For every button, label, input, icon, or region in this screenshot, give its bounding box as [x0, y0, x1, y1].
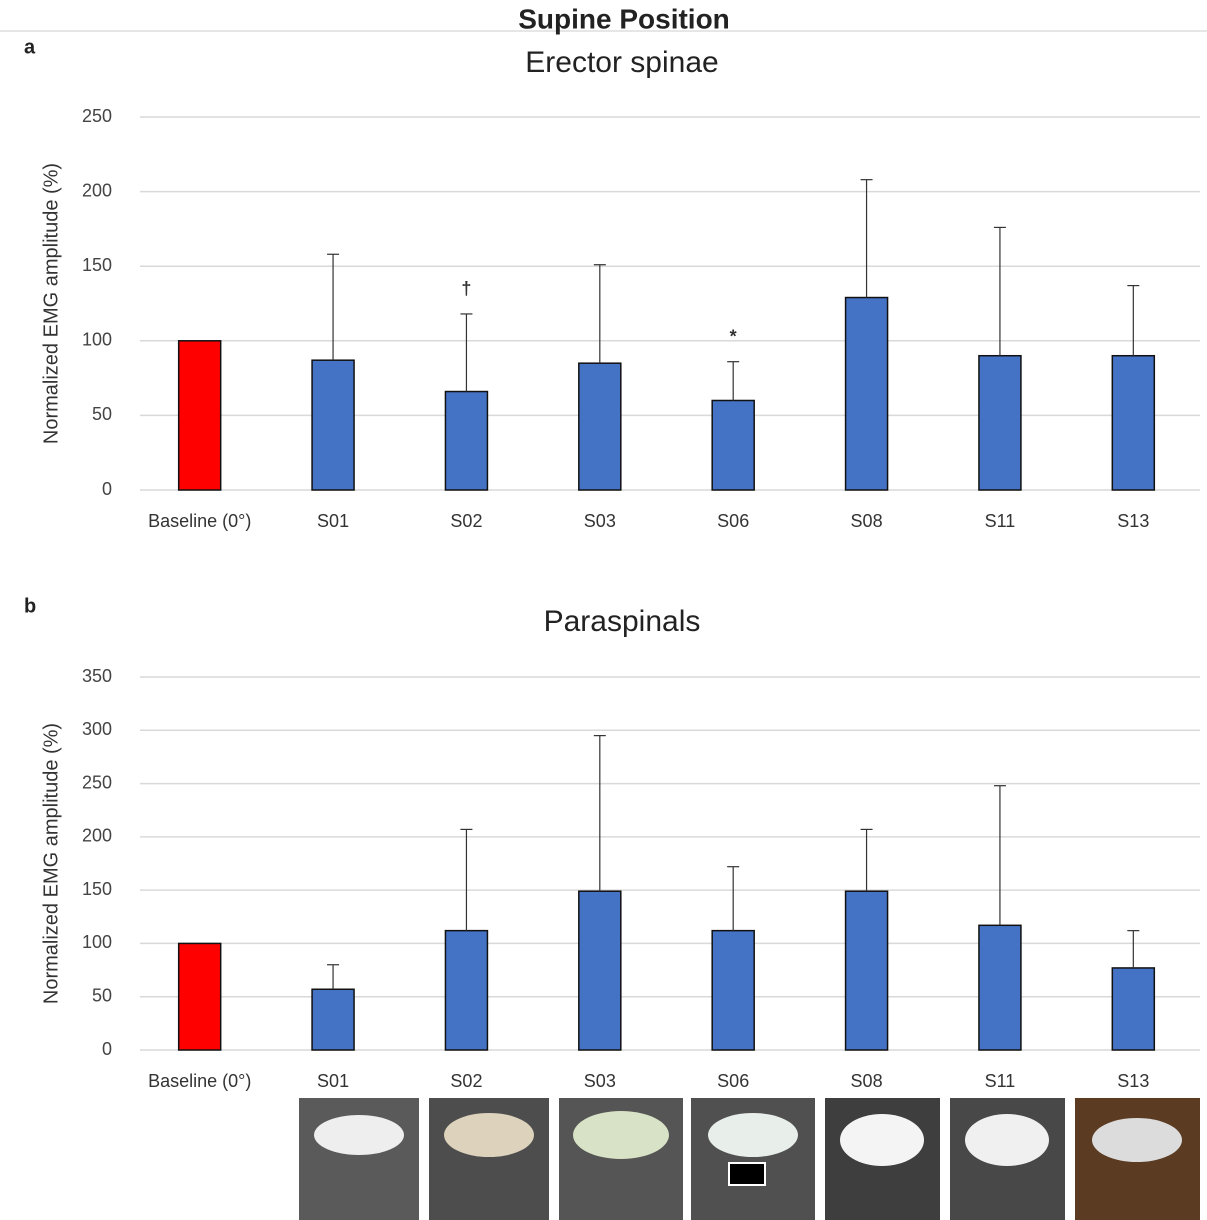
annotation: † — [461, 279, 471, 299]
chart-title: Erector spinae — [525, 46, 718, 79]
y-tick-label: 100 — [82, 932, 112, 952]
photo-seat — [965, 1114, 1049, 1166]
x-tick-label: S08 — [851, 511, 883, 531]
bar — [844, 296, 889, 491]
bar — [311, 988, 355, 1051]
bar — [1111, 354, 1156, 491]
y-tick-label: 150 — [82, 255, 112, 275]
bar — [711, 399, 755, 491]
annotation: * — [730, 326, 737, 346]
x-tick-label: S06 — [717, 1071, 749, 1091]
x-tick-label: S01 — [317, 511, 349, 531]
x-tick-label: S06 — [717, 511, 749, 531]
bar — [177, 340, 222, 491]
photo-seat — [573, 1111, 669, 1159]
x-tick-label: S11 — [985, 1071, 1016, 1091]
bar — [711, 929, 755, 1051]
photo-seat — [708, 1113, 798, 1157]
x-tick-label: Baseline (0°) — [148, 511, 251, 531]
photo-mark — [728, 1162, 766, 1186]
bar — [444, 390, 489, 491]
x-tick-label: S13 — [1117, 511, 1149, 531]
y-tick-label: 0 — [102, 1039, 112, 1059]
x-tick-label: S03 — [584, 1071, 616, 1091]
x-tick-label: S02 — [450, 511, 482, 531]
bar — [578, 890, 622, 1051]
photo-seat — [840, 1114, 924, 1166]
panel-letter: a — [24, 36, 36, 58]
x-tick-label: S08 — [851, 1071, 883, 1091]
x-tick-label: S02 — [450, 1071, 482, 1091]
y-tick-label: 50 — [92, 985, 112, 1005]
x-tick-label: S03 — [584, 511, 616, 531]
x-tick-label: S11 — [985, 511, 1016, 531]
y-tick-label: 200 — [82, 826, 112, 846]
y-axis-label: Normalized EMG amplitude (%) — [40, 723, 62, 1004]
y-tick-label: 250 — [82, 772, 112, 792]
x-tick-label: Baseline (0°) — [148, 1071, 251, 1091]
bar — [578, 362, 622, 491]
bar — [844, 890, 889, 1051]
bar — [978, 354, 1022, 491]
y-tick-label: 0 — [102, 479, 112, 499]
bar — [978, 924, 1022, 1051]
product-photos — [299, 1098, 1200, 1220]
photo-seat — [314, 1115, 404, 1155]
panel-letter: b — [24, 595, 36, 617]
bar — [1111, 967, 1156, 1051]
photo-seat — [444, 1113, 534, 1157]
figure-title: Supine Position — [518, 3, 730, 34]
bar — [444, 929, 489, 1051]
photo-seat — [1092, 1118, 1182, 1162]
x-tick-label: S13 — [1117, 1071, 1149, 1091]
y-tick-label: 250 — [82, 106, 112, 126]
y-tick-label: 300 — [82, 719, 112, 739]
bar — [177, 942, 222, 1051]
bar — [311, 359, 355, 491]
y-axis-label: Normalized EMG amplitude (%) — [40, 163, 62, 444]
y-tick-label: 50 — [92, 404, 112, 424]
x-tick-label: S01 — [317, 1071, 349, 1091]
y-tick-label: 150 — [82, 879, 112, 899]
y-tick-label: 100 — [82, 330, 112, 350]
y-tick-label: 200 — [82, 180, 112, 200]
y-tick-label: 350 — [82, 666, 112, 686]
chart-title: Paraspinals — [544, 605, 701, 638]
